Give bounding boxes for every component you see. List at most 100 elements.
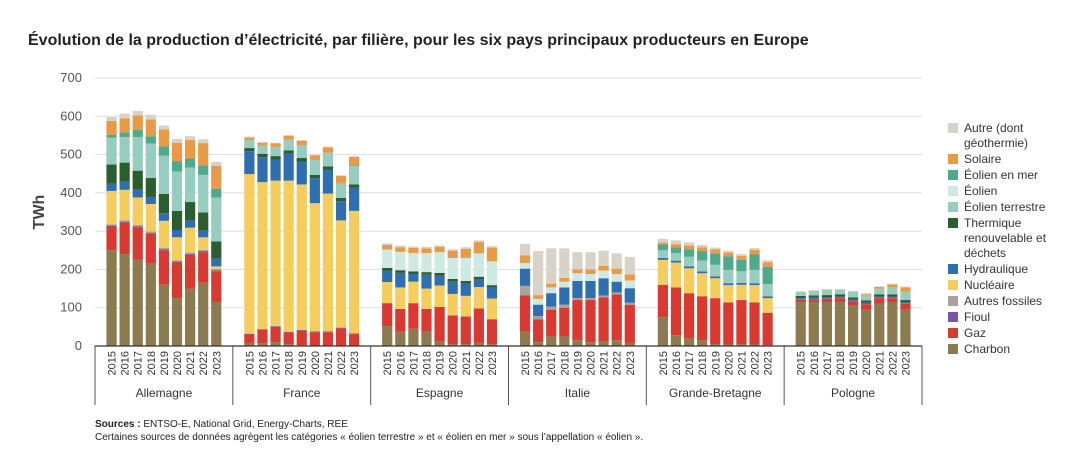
bar-segment [382,249,393,268]
group-label: Allemagne [136,386,193,400]
bar-segment [473,253,484,277]
bar-segment [670,260,682,263]
bar-segment [335,197,347,202]
bar-segment [808,298,819,300]
bar-segment [257,142,268,146]
bar-segment [244,148,255,152]
bar-segment [585,274,596,281]
x-tick-label: 2017 [822,351,834,375]
bar-segment [585,280,596,299]
bar-segment [808,297,819,299]
bar-segment [322,146,334,148]
legend-label: Fioul [964,310,991,324]
bar-segment [546,248,557,284]
y-tick-label: 600 [60,108,82,123]
bar-segment [611,268,622,275]
x-tick-label: 2019 [848,351,860,375]
bar-segment [559,281,570,288]
bar-segment [171,229,183,238]
sources-label: Sources : [95,419,141,430]
bar-segment [382,270,393,283]
note: Certaines sources de données agrègent le… [95,432,644,443]
bar-segment [283,135,294,136]
bar-segment [335,176,347,183]
y-tick-label: 400 [60,185,82,200]
x-tick-label: 2015 [107,351,119,375]
bar-segment [408,271,419,275]
bar-segment [533,316,544,320]
bar-segment [421,288,432,309]
bar-segment [723,344,734,346]
bar-segment [119,222,130,255]
bar-segment [611,274,622,282]
bar-segment [434,285,445,307]
bar-segment [145,233,156,264]
legend-item: Autre (dont géothermie) [948,121,1083,151]
bar-segment [106,226,117,251]
bar-segment [486,344,498,346]
bar-segment [670,240,682,245]
bar-segment [749,285,760,303]
bar-segment [382,326,393,346]
bar-segment [559,248,570,278]
bar-segment [736,282,747,285]
bar-segment [874,288,885,295]
bar-segment [519,331,531,346]
y-tick-label: 500 [60,147,82,162]
bar-segment [270,142,281,144]
x-tick-label: 2017 [684,351,696,375]
bar-segment [486,261,498,286]
bar-segment [322,169,334,194]
bar-segment [171,298,183,346]
bar-segment [624,256,635,275]
bar-segment [847,290,859,292]
bar-segment [473,276,484,280]
bar-segment [834,296,846,298]
bar-segment [434,246,445,253]
bar-segment [349,187,360,211]
bar-segment [546,287,557,294]
bar-segment [762,260,773,263]
bar-segment [349,334,360,346]
bar-segment [335,201,347,221]
legend-item: Charbon [948,342,1083,357]
bar-segment [296,140,307,145]
bar-segment [710,264,721,277]
x-tick-label: 2022 [336,351,348,375]
legend-swatch [948,202,958,212]
legend-label: Éolien terrestre [964,200,1046,214]
bar-segment [546,293,557,307]
bar-segment [847,301,859,306]
bar-segment [559,307,570,337]
bar-segment [874,287,885,289]
bar-segment [296,140,307,141]
x-tick-label: 2020 [723,351,735,375]
x-tick-label: 2017 [133,351,145,375]
bar-segment [119,132,130,137]
bar-segment [847,292,859,298]
legend-swatch [948,186,958,196]
bar-segment [670,287,682,336]
bar-segment [257,329,268,344]
x-tick-label: 2023 [211,351,223,375]
bar-segment [335,327,347,329]
bar-segment [762,312,773,346]
bar-segment [598,270,609,279]
sources-line: Sources : ENTSO-E, National Grid, Energy… [95,418,643,431]
bar-segment [762,296,773,299]
bar-segment [795,298,806,299]
bar-segment [198,251,209,253]
bar-segment [145,263,156,346]
legend-item: Solaire [948,152,1083,167]
bar-segment [585,252,596,270]
bar-segment [296,158,307,162]
bar-segment [434,341,445,346]
x-tick-label: 2017 [408,351,420,375]
bar-segment [723,269,734,284]
legend-label: Gaz [964,326,987,340]
bar-segment [257,343,268,346]
bar-segment [322,166,334,170]
x-tick-label: 2015 [244,351,256,375]
bar-segment [624,342,635,346]
bar-segment [861,293,872,295]
